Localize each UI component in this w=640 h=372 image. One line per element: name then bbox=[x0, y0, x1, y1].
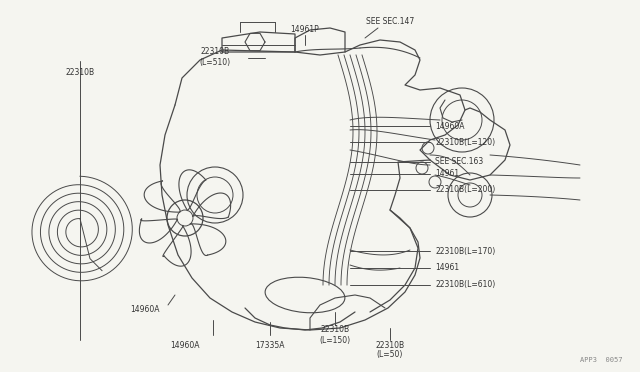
Text: 22310B: 22310B bbox=[65, 68, 95, 77]
Text: 22310B(L=120): 22310B(L=120) bbox=[435, 138, 495, 147]
Text: 14961: 14961 bbox=[435, 169, 459, 178]
Text: 14961: 14961 bbox=[435, 263, 459, 272]
Text: 14961P: 14961P bbox=[291, 26, 319, 35]
Text: 22310B(L=200): 22310B(L=200) bbox=[435, 185, 495, 194]
Text: 14960A: 14960A bbox=[170, 340, 200, 350]
Text: (L=510): (L=510) bbox=[200, 58, 230, 67]
Text: 14960A: 14960A bbox=[131, 305, 160, 314]
Text: SEE SEC.147: SEE SEC.147 bbox=[366, 17, 414, 26]
Text: 22310B(L=170): 22310B(L=170) bbox=[435, 247, 495, 256]
Text: 22310B(L=610): 22310B(L=610) bbox=[435, 280, 495, 289]
Text: 22310B: 22310B bbox=[200, 48, 230, 57]
Text: SEE SEC.163: SEE SEC.163 bbox=[435, 157, 483, 166]
Text: 22310B: 22310B bbox=[321, 326, 349, 334]
Text: 22310B: 22310B bbox=[376, 340, 404, 350]
Text: 14960A: 14960A bbox=[435, 122, 465, 131]
Text: (L=150): (L=150) bbox=[319, 336, 351, 344]
Text: APP3  0057: APP3 0057 bbox=[580, 357, 623, 363]
Text: 17335A: 17335A bbox=[255, 340, 285, 350]
Text: (L=50): (L=50) bbox=[377, 350, 403, 359]
